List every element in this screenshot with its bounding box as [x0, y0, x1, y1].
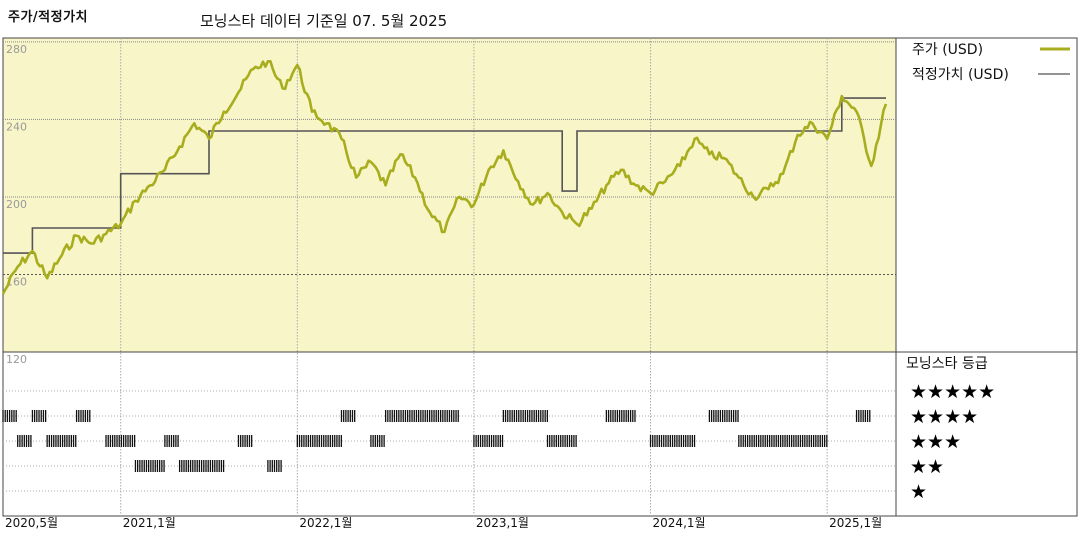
- rating-segment: [738, 435, 828, 447]
- rating-row-lines: [3, 390, 896, 492]
- y-tick-label: 120: [6, 353, 27, 366]
- rating-5-stars: ★★★★★: [910, 381, 995, 403]
- rating-segment: [105, 435, 136, 447]
- rating-segment: [46, 435, 77, 447]
- rating-segment: [473, 435, 504, 447]
- rating-segment: [855, 410, 871, 422]
- x-tick-label: 2021,1월: [123, 516, 176, 530]
- rating-segment: [649, 435, 696, 447]
- price-line: [1, 60, 888, 295]
- x-tick-label: 2024,1월: [653, 516, 706, 530]
- rating-3-stars: ★★★: [910, 431, 961, 453]
- rating-segment: [502, 410, 549, 422]
- x-tick-label: 2023,1월: [476, 516, 529, 530]
- rating-segment: [17, 435, 32, 447]
- x-tick-label: 2022,1월: [299, 516, 352, 530]
- rating-segment: [340, 410, 356, 422]
- rating-segment: [384, 410, 459, 422]
- x-tick-label: 2020,5월: [5, 516, 58, 530]
- y-tick-label: 240: [6, 120, 27, 133]
- plot-background: [3, 38, 896, 352]
- y-tick-label: 200: [6, 198, 27, 211]
- rating-segment: [296, 435, 342, 447]
- rating-segment: [31, 410, 47, 422]
- rating-segment: [134, 460, 165, 472]
- rating-segment: [164, 435, 179, 447]
- rating-segment: [178, 460, 225, 472]
- rating-segment: [2, 410, 17, 422]
- rating-segment: [370, 435, 385, 447]
- y-axis-ticks: 120 160 200 240 280: [6, 43, 27, 366]
- rating-history: [2, 410, 871, 472]
- rating-segment: [708, 410, 739, 422]
- legend-price-label: 주가 (USD): [912, 42, 983, 58]
- chart-frame: [2, 37, 1078, 517]
- x-tick-label: 2025,1월: [829, 516, 882, 530]
- legend-fair-label: 적정가치 (USD): [912, 67, 1009, 83]
- data-date-subtitle: 모닝스타 데이터 기준일 07. 5월 2025: [200, 12, 448, 30]
- rating-1-star: ★: [910, 481, 927, 503]
- x-axis-ticks: 2020,5월 2021,1월 2022,1월 2023,1월 2024,1월 2025,…: [5, 516, 882, 530]
- y-tick-label: 280: [6, 43, 27, 56]
- rating-2-stars: ★★: [910, 456, 944, 478]
- grid-lines: [3, 38, 896, 516]
- rating-segment: [267, 460, 282, 472]
- rating-segment: [237, 435, 253, 447]
- rating-segment: [546, 435, 577, 447]
- fair-value-line: [3, 97, 886, 254]
- rating-segment: [75, 410, 91, 422]
- rating-4-stars: ★★★★: [910, 406, 978, 428]
- chart-title: 주가/적정가치: [8, 10, 89, 25]
- rating-legend-title: 모닝스타 등급: [906, 356, 988, 372]
- rating-segment: [605, 410, 636, 422]
- y-tick-label: 160: [6, 275, 27, 288]
